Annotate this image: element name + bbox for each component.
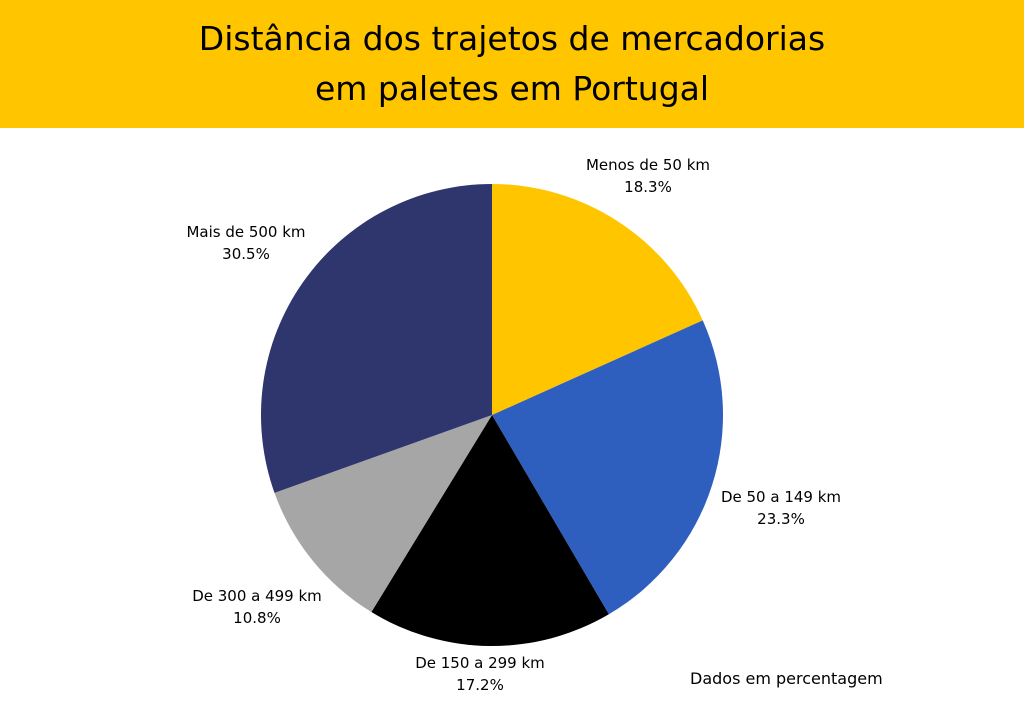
title-line-1: Distância dos trajetos de mercadorias [198,19,826,58]
pie-slice-2 [371,415,609,646]
slice-value: 30.5% [222,245,270,263]
slice-label: De 50 a 149 km [720,488,842,506]
slice-value: 18.3% [624,178,672,196]
label-menos-50: Menos de 50 km 18.3% [548,154,748,198]
label-50-149: De 50 a 149 km 23.3% [681,486,881,530]
label-mais-500: Mais de 500 km 30.5% [146,221,346,265]
slice-label: De 300 a 499 km [192,587,322,605]
label-150-299: De 150 a 299 km 17.2% [380,652,580,696]
slice-value: 23.3% [757,510,805,528]
slice-value: 10.8% [233,609,281,627]
title-banner [0,0,1024,128]
chart-title: Distância dos trajetos de mercadorias em… [0,14,1024,114]
data-note: Dados em percentagem [690,669,883,688]
slice-label: Menos de 50 km [585,156,711,174]
title-line-2: em paletes em Portugal [314,69,710,108]
slice-label: Mais de 500 km [186,223,306,241]
label-300-499: De 300 a 499 km 10.8% [157,585,357,629]
slice-value: 17.2% [456,676,504,694]
slice-label: De 150 a 299 km [415,654,545,672]
pie-slice-3 [274,415,492,613]
pie-slice-0 [492,184,703,415]
pie-slice-1 [492,320,724,615]
pie-slice-4 [261,184,492,493]
